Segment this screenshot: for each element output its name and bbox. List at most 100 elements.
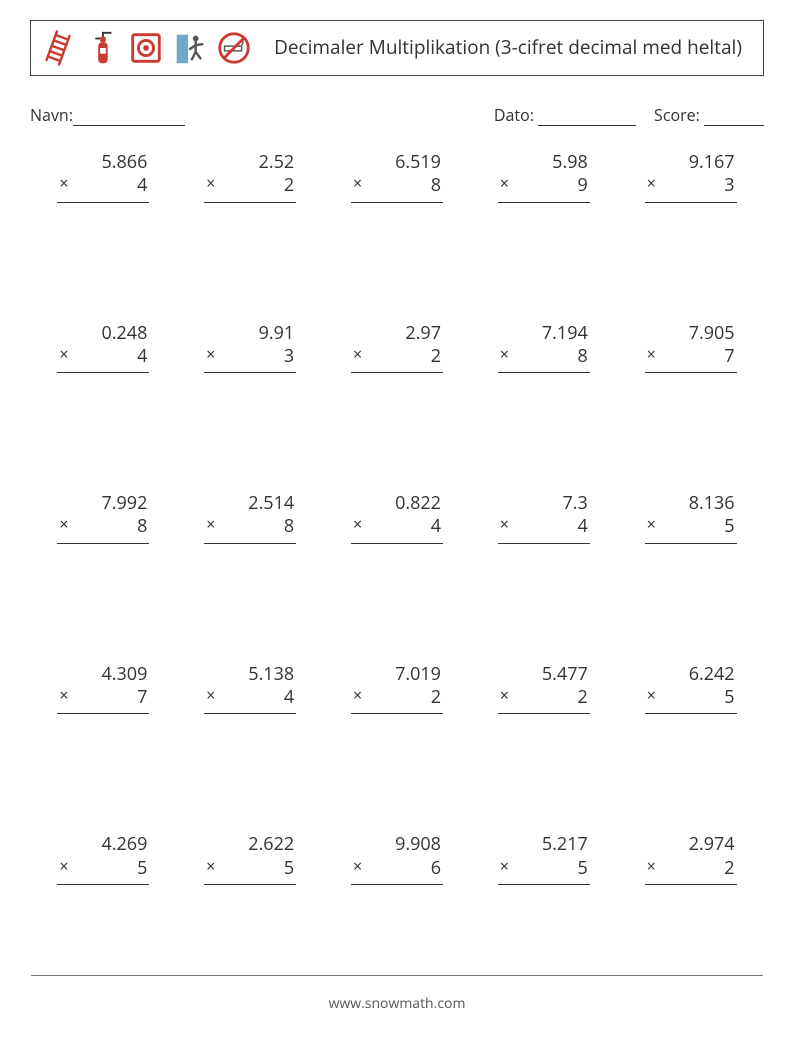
multiplier: 2 — [577, 685, 587, 709]
multiplicand: 7.019 — [351, 662, 443, 686]
multiplication-stack: 9.167×3 — [645, 150, 737, 203]
multiplier-row: ×9 — [498, 173, 590, 202]
operator: × — [500, 173, 509, 197]
multiplicand: 5.138 — [204, 662, 296, 686]
operator: × — [59, 685, 68, 709]
multiplier-row: ×7 — [645, 344, 737, 373]
multiplicand: 2.97 — [351, 321, 443, 345]
multiplicand: 4.309 — [57, 662, 149, 686]
problem-8: 2.97×2 — [324, 321, 471, 374]
multiplicand: 9.91 — [204, 321, 296, 345]
worksheet-page: Decimaler Multiplikation (3-cifret decim… — [0, 0, 794, 925]
operator: × — [353, 514, 362, 538]
operator: × — [206, 856, 215, 880]
ladder-icon — [39, 29, 77, 67]
multiplicand: 5.98 — [498, 150, 590, 174]
date-blank[interactable] — [538, 107, 636, 126]
multiplier: 3 — [724, 173, 734, 197]
multiplier-row: ×5 — [645, 514, 737, 543]
header-box: Decimaler Multiplikation (3-cifret decim… — [30, 20, 764, 76]
problem-11: 7.992×8 — [30, 491, 177, 544]
multiplicand: 2.622 — [204, 832, 296, 856]
multiplication-stack: 2.514×8 — [204, 491, 296, 544]
multiplier-row: ×2 — [351, 344, 443, 373]
fire-extinguisher-icon — [83, 29, 121, 67]
multiplier: 8 — [137, 514, 147, 538]
operator: × — [59, 856, 68, 880]
score-blank[interactable] — [704, 107, 764, 126]
multiplier-row: ×3 — [204, 344, 296, 373]
multiplier: 6 — [431, 856, 441, 880]
name-field: Navn: — [30, 104, 185, 126]
operator: × — [59, 344, 68, 368]
multiplier-row: ×3 — [645, 173, 737, 202]
multiplicand: 9.908 — [351, 832, 443, 856]
problems-grid: 5.866×42.52×26.519×85.98×99.167×30.248×4… — [30, 150, 764, 925]
multiplier: 4 — [431, 514, 441, 538]
multiplier-row: ×4 — [351, 514, 443, 543]
problem-5: 9.167×3 — [617, 150, 764, 203]
problem-7: 9.91×3 — [177, 321, 324, 374]
multiplier-row: ×5 — [57, 856, 149, 885]
problem-20: 6.242×5 — [617, 662, 764, 715]
problem-21: 4.269×5 — [30, 832, 177, 885]
problem-15: 8.136×5 — [617, 491, 764, 544]
multiplicand: 2.974 — [645, 832, 737, 856]
multiplication-stack: 5.217×5 — [498, 832, 590, 885]
operator: × — [353, 344, 362, 368]
multiplication-stack: 0.248×4 — [57, 321, 149, 374]
multiplier: 2 — [724, 856, 734, 880]
problem-12: 2.514×8 — [177, 491, 324, 544]
problem-3: 6.519×8 — [324, 150, 471, 203]
operator: × — [206, 514, 215, 538]
operator: × — [59, 173, 68, 197]
multiplier: 3 — [284, 344, 294, 368]
multiplier-row: ×8 — [351, 173, 443, 202]
footer-text: www.snowmath.com — [0, 994, 794, 1013]
emergency-exit-icon — [171, 29, 209, 67]
problem-1: 5.866×4 — [30, 150, 177, 203]
multiplier-row: ×4 — [57, 344, 149, 373]
multiplier: 4 — [577, 514, 587, 538]
multiplier-row: ×8 — [498, 344, 590, 373]
multiplication-stack: 8.136×5 — [645, 491, 737, 544]
multiplier: 8 — [577, 344, 587, 368]
multiplier-row: ×5 — [498, 856, 590, 885]
problem-4: 5.98×9 — [470, 150, 617, 203]
date-label: Dato: — [494, 104, 534, 126]
multiplication-stack: 0.822×4 — [351, 491, 443, 544]
operator: × — [647, 173, 656, 197]
multiplier-row: ×2 — [351, 685, 443, 714]
multiplier-row: ×7 — [57, 685, 149, 714]
multiplicand: 4.269 — [57, 832, 149, 856]
multiplicand: 7.905 — [645, 321, 737, 345]
problem-9: 7.194×8 — [470, 321, 617, 374]
operator: × — [500, 514, 509, 538]
operator: × — [500, 344, 509, 368]
multiplier: 8 — [284, 514, 294, 538]
multiplication-stack: 2.52×2 — [204, 150, 296, 203]
problem-19: 5.477×2 — [470, 662, 617, 715]
multiplication-stack: 7.019×2 — [351, 662, 443, 715]
multiplication-stack: 5.866×4 — [57, 150, 149, 203]
date-field: Dato: — [494, 104, 636, 126]
multiplicand: 0.822 — [351, 491, 443, 515]
problem-17: 5.138×4 — [177, 662, 324, 715]
multiplication-stack: 2.974×2 — [645, 832, 737, 885]
problem-6: 0.248×4 — [30, 321, 177, 374]
name-blank[interactable] — [73, 107, 185, 126]
problem-16: 4.309×7 — [30, 662, 177, 715]
multiplicand: 6.242 — [645, 662, 737, 686]
operator: × — [500, 685, 509, 709]
no-smoking-icon — [215, 29, 253, 67]
multiplication-stack: 2.97×2 — [351, 321, 443, 374]
name-label: Navn: — [30, 104, 73, 126]
multiplier-row: ×5 — [645, 685, 737, 714]
multiplier-row: ×2 — [204, 173, 296, 202]
multiplier: 4 — [137, 173, 147, 197]
multiplicand: 6.519 — [351, 150, 443, 174]
score-label: Score: — [654, 104, 700, 126]
multiplication-stack: 5.477×2 — [498, 662, 590, 715]
multiplier-row: ×8 — [204, 514, 296, 543]
operator: × — [353, 685, 362, 709]
